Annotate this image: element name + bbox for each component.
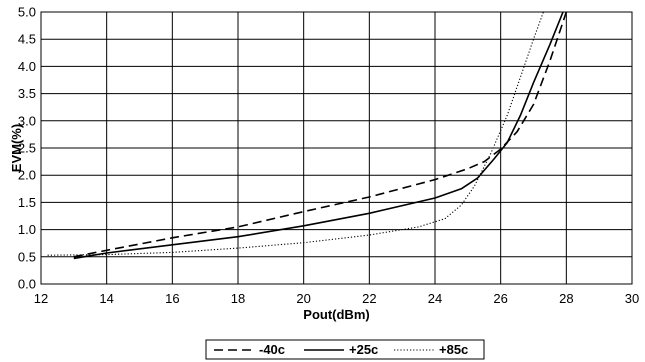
y-tick-label: 2.5 [18, 141, 36, 156]
y-tick-label: 2.0 [18, 168, 36, 183]
legend: -40c +25c +85c [205, 339, 485, 360]
x-tick-label: 20 [296, 291, 310, 306]
x-tick-label: 16 [165, 291, 179, 306]
y-tick-label: 4.5 [18, 32, 36, 47]
series-line-85c [47, 12, 544, 256]
legend-box [205, 339, 485, 360]
plot-frame [40, 11, 633, 285]
series-line-40c [73, 12, 568, 258]
grid [41, 12, 632, 284]
series-line-25c [73, 12, 564, 260]
x-axis-title: Pout(dBm) [303, 307, 369, 322]
y-tick-label: 1.5 [18, 195, 36, 210]
y-tick-label: 0.0 [18, 277, 36, 292]
y-axis-title: EVM(%) [9, 124, 24, 172]
x-tick-label: 30 [625, 291, 639, 306]
y-tick-labels: 0.0 0.5 1.0 1.5 2.0 2.5 3.0 3.5 4.0 4.5 5.0 [18, 5, 36, 292]
x-tick-label: 18 [231, 291, 245, 306]
y-tick-label: 5.0 [18, 5, 36, 20]
x-tick-label: 24 [428, 291, 442, 306]
y-tick-label: 3.0 [18, 113, 36, 128]
x-tick-labels: 12 14 16 18 20 22 24 26 28 30 [34, 291, 639, 306]
y-tick-label: 0.5 [18, 249, 36, 264]
legend-label: +25c [349, 342, 378, 357]
legend-label: -40c [259, 342, 285, 357]
y-tick-label: 4.0 [18, 59, 36, 74]
x-tick-label: 28 [559, 291, 573, 306]
x-tick-label: 12 [34, 291, 48, 306]
x-tick-label: 26 [493, 291, 507, 306]
x-tick-label: 14 [99, 291, 113, 306]
y-tick-label: 1.0 [18, 222, 36, 237]
series-lines [47, 12, 568, 260]
x-tick-label: 22 [362, 291, 376, 306]
legend-label: +85c [439, 342, 468, 357]
y-tick-label: 3.5 [18, 86, 36, 101]
